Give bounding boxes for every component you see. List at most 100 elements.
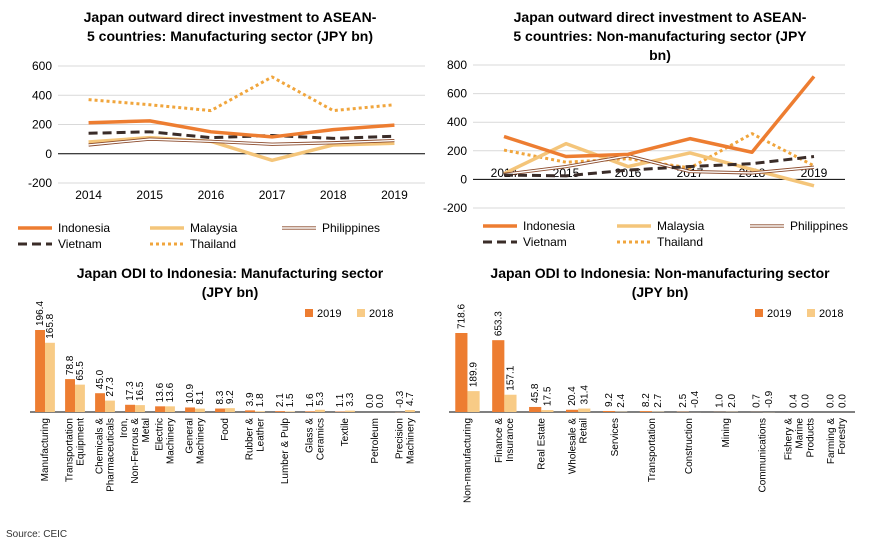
chart-3-category-label: Glass & — [305, 418, 316, 453]
chart-3-bar-2019 — [35, 330, 45, 412]
chart-1-series-indonesia — [88, 119, 395, 139]
chart-1-legend-swatch-philippines — [282, 226, 316, 230]
chart-3-data-label: 3.3 — [345, 392, 356, 406]
chart-4-bar-2018 — [541, 410, 554, 412]
chart-3-data-label: 1.5 — [285, 393, 296, 407]
chart-4-data-label: 0.0 — [801, 394, 812, 408]
chart-1-ytick: -200 — [28, 176, 52, 190]
chart-3-data-label: 0.0 — [365, 394, 376, 408]
chart-2-series-vietnam — [503, 155, 815, 178]
chart-3-data-label: 1.6 — [305, 393, 316, 407]
chart-4-data-label: 9.2 — [604, 393, 615, 407]
chart-3-bar-2018 — [45, 342, 55, 412]
chart-3-category-label: Precision — [395, 418, 406, 459]
chart-4-bar-2019 — [566, 409, 579, 412]
chart-1-legend-label-thailand: Thailand — [190, 237, 237, 251]
chart-3-legend-swatch-2019 — [305, 309, 313, 317]
chart-4-category-label: Non-manufacturing — [462, 418, 473, 503]
chart-1-title: Japan outward direct investment to ASEAN… — [40, 8, 420, 46]
chart-3-bar-2018 — [135, 405, 145, 412]
chart-4-indonesia-nonmanufacturing-bar: 718.6 189.9 Non-manufacturing 653.3 157.1 Fin… — [449, 304, 855, 503]
chart-3-data-label: 1.8 — [255, 393, 266, 407]
chart-1-series-vietnam — [88, 130, 395, 140]
chart-3-data-label: 2.1 — [275, 393, 286, 407]
chart-4-legend-label: 2018 — [819, 308, 843, 320]
chart-3-bar-2018 — [195, 408, 205, 412]
chart-4-data-label: 45.8 — [530, 383, 541, 403]
chart-1-ytick: 200 — [32, 118, 52, 132]
chart-1-legend-label-indonesia: Indonesia — [58, 221, 111, 235]
chart-4-legend-label: 2019 — [767, 308, 791, 320]
chart-3-category-label: Manufacturing — [40, 418, 51, 481]
chart-3-data-label: 27.3 — [105, 377, 116, 397]
chart-4-category-label: Construction — [684, 418, 695, 474]
chart-2-title-text: Japan outward direct investment to ASEAN… — [513, 9, 807, 63]
chart-1-series-philippines-inner — [88, 138, 395, 146]
chart-4-category-label: Wholesale & — [568, 418, 579, 474]
chart-3-bar-2018 — [315, 409, 325, 412]
chart-2-legend-swatch-malaysia — [617, 224, 651, 228]
chart-3-category-label: Non-Ferrous & — [130, 418, 141, 484]
chart-4-data-label: 157.1 — [505, 365, 516, 390]
chart-2-series-philippines-inner — [503, 155, 815, 176]
chart-3-data-label: 10.9 — [185, 384, 196, 404]
chart-3-category-label: Machinery — [406, 418, 417, 464]
chart-3-title-text: Japan ODI to Indonesia: Manufacturing se… — [76, 265, 384, 300]
chart-2-ytick: 400 — [447, 115, 467, 129]
chart-3-title: Japan ODI to Indonesia: Manufacturing se… — [40, 264, 420, 302]
chart-4-data-label: 653.3 — [493, 311, 504, 336]
chart-3-data-label: 65.5 — [75, 361, 86, 381]
chart-4-legend-swatch-2019 — [755, 309, 763, 317]
chart-4-data-label: 0.4 — [789, 394, 800, 408]
chart-4-bar-2019 — [639, 411, 652, 412]
chart-3-data-label: 3.9 — [245, 392, 256, 406]
chart-3-bar-2019 — [65, 379, 75, 412]
chart-3-bar-2019 — [245, 410, 255, 412]
chart-1-series-malaysia — [88, 135, 395, 163]
chart-4-bar-2018 — [504, 394, 517, 412]
chart-2-ytick: 200 — [447, 144, 467, 158]
chart-4-category-label: Forestry — [837, 418, 848, 455]
chart-3-category-label: Ceramics — [316, 418, 327, 460]
chart-2-series-indonesia — [503, 75, 816, 159]
chart-4-data-label: 2.4 — [616, 393, 627, 407]
chart-4-data-label: 0.0 — [825, 394, 836, 408]
chart-3-bar-2019 — [215, 408, 225, 412]
chart-1-ytick: 600 — [32, 59, 52, 73]
chart-1-series-thailand — [88, 75, 395, 113]
chart-3-bar-2018 — [75, 384, 85, 412]
chart-1-manufacturing-line: 600 400 200 0 -200 2014 2015 2016 2017 2018 2019 — [28, 59, 425, 202]
chart-1-legend-label-malaysia: Malaysia — [190, 221, 238, 235]
chart-3-bar-2019 — [185, 407, 195, 412]
chart-1-xtick: 2014 — [75, 188, 102, 202]
chart-2-ytick: 800 — [447, 58, 467, 72]
chart-3-category-label: Transportation — [65, 418, 76, 482]
chart-3-bar-2019 — [95, 393, 105, 412]
chart-4-category-label: Mining — [721, 418, 732, 447]
chart-3-category-label: Machinery — [196, 418, 207, 464]
chart-3-category-label: Electric — [155, 418, 166, 451]
chart-1-title-text: Japan outward direct investment to ASEAN… — [83, 9, 377, 44]
chart-2-legend-swatch-indonesia — [483, 224, 517, 228]
chart-4-data-label: -0.9 — [764, 390, 775, 408]
chart-4-data-label: 718.6 — [456, 304, 467, 329]
chart-3-data-label: 13.6 — [155, 382, 166, 402]
chart-3-data-label: 45.0 — [95, 369, 106, 389]
chart-4-category-label: Farming & — [826, 418, 837, 464]
chart-3-bar-2019 — [275, 411, 285, 412]
chart-2-legend: Indonesia Malaysia Philippines Vietnam Thail… — [435, 216, 870, 250]
chart-2-xtick: 2019 — [801, 166, 828, 180]
chart-3-legend-swatch-2018 — [357, 309, 365, 317]
chart-4-category-label: Real Estate — [536, 418, 547, 470]
chart-4-bar-2018 — [578, 408, 591, 412]
chart-4-bar-2018 — [467, 391, 480, 412]
chart-1-legend: Indonesia Malaysia Philippines Vietnam Thail… — [0, 218, 435, 252]
chart-3-category-label: Equipment — [76, 418, 87, 466]
chart-3-data-label: 4.7 — [405, 392, 416, 406]
chart-2-ytick: 600 — [447, 87, 467, 101]
chart-4-category-label: Insurance — [505, 418, 516, 462]
chart-4-data-label: 17.5 — [542, 386, 553, 406]
chart-4-data-label: 31.4 — [579, 385, 590, 405]
chart-3-category-label: Leather — [256, 417, 267, 452]
